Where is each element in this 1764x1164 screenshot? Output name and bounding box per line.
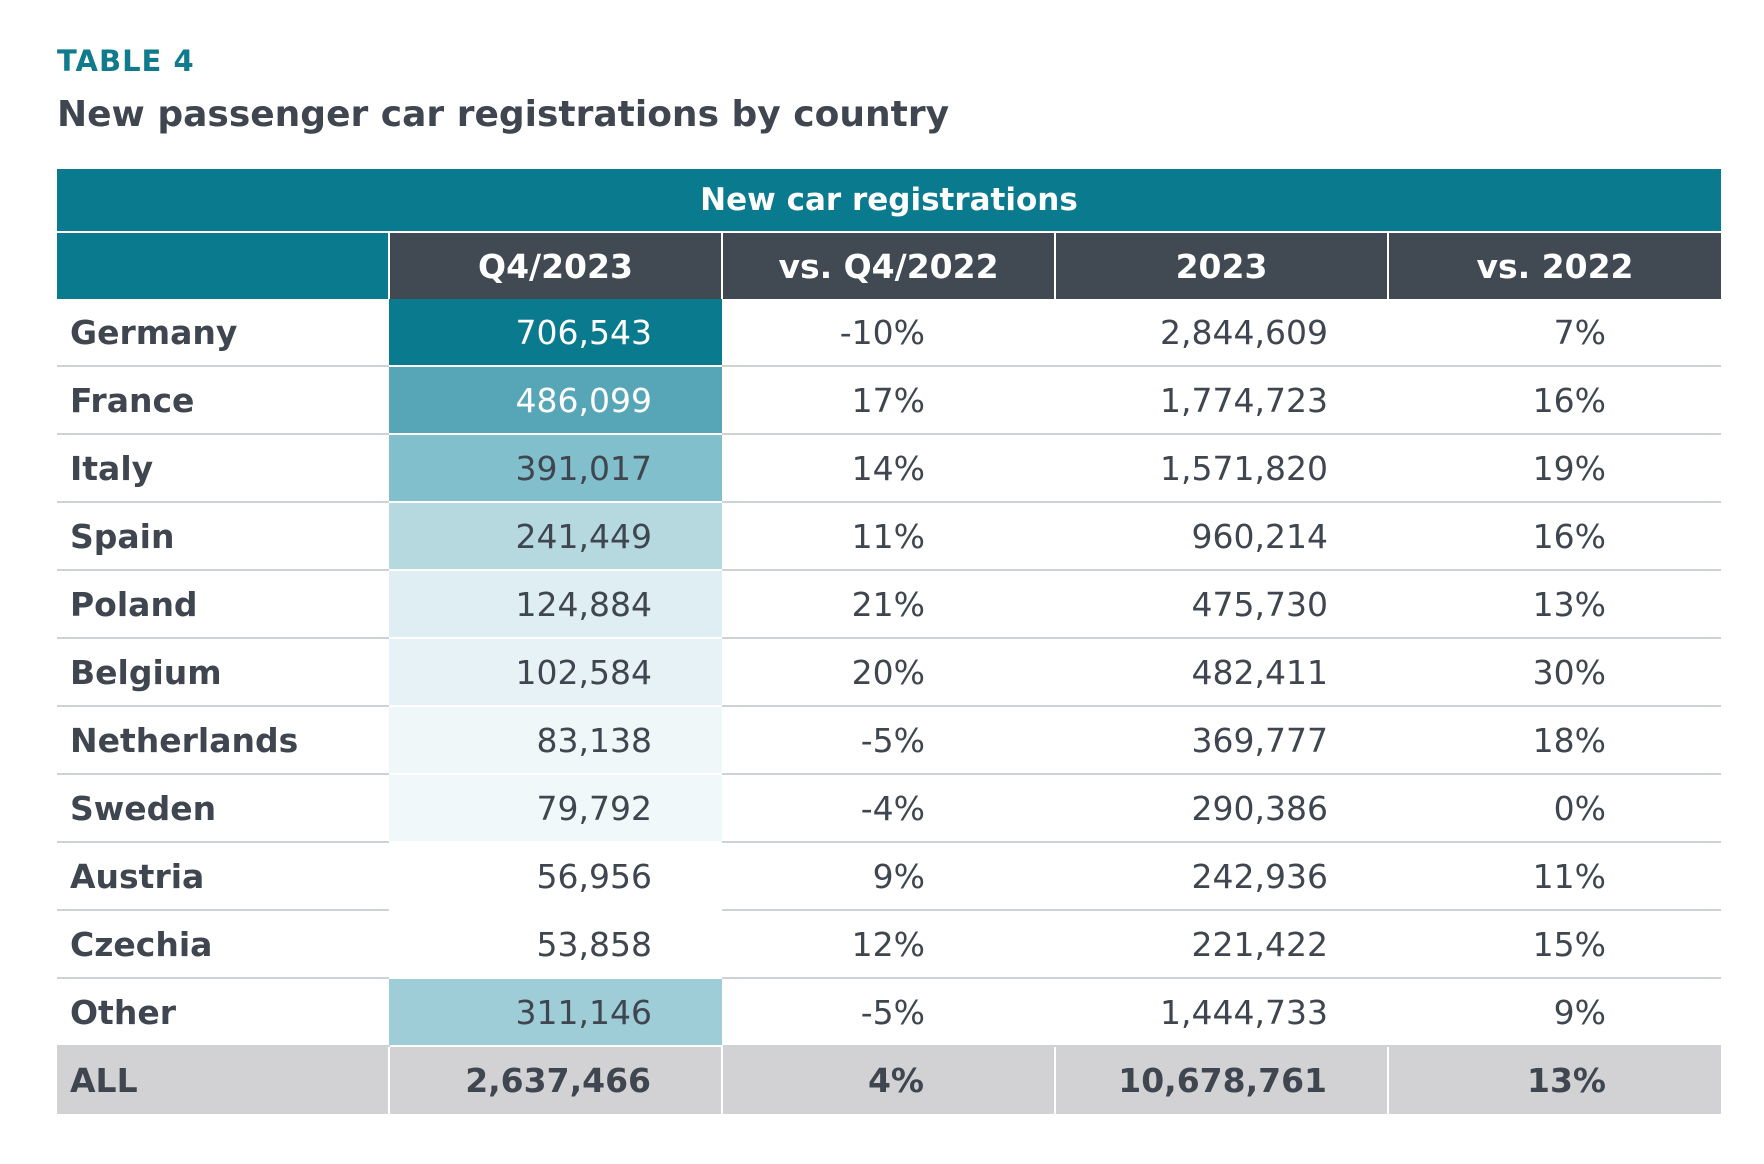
country-cell: Netherlands — [57, 706, 389, 775]
table-row: Sweden 79,792 -4% 290,386 0% — [57, 774, 1721, 843]
column-header-q4-2023: Q4/2023 — [388, 231, 722, 299]
table-row: Austria 56,956 9% 242,936 11% — [57, 842, 1721, 911]
year-2023-cell: 369,777 — [1055, 706, 1388, 775]
vs-q4-2022-cell: -5% — [722, 706, 1055, 775]
vs-2022-cell: 30% — [1388, 638, 1721, 707]
country-cell: Spain — [57, 502, 389, 571]
vs-2022-cell: 9% — [1388, 978, 1721, 1047]
vs-2022-cell: 16% — [1388, 366, 1721, 435]
q4-2023-cell: 706,543 — [389, 299, 722, 367]
registrations-table: New car registrations Q4/2023 vs. Q4/202… — [57, 169, 1721, 1114]
vs-2022-cell: 11% — [1388, 842, 1721, 911]
country-cell: Poland — [57, 570, 389, 639]
vs-q4-2022-cell: 11% — [722, 502, 1055, 571]
table-row: France 486,099 17% 1,774,723 16% — [57, 366, 1721, 435]
table-title: New passenger car registrations by count… — [57, 94, 950, 135]
column-header-vs-q4-2022: vs. Q4/2022 — [721, 231, 1055, 299]
year-2023-cell: 1,774,723 — [1055, 366, 1388, 435]
q4-2023-cell: 241,449 — [389, 502, 722, 571]
vs-2022-cell: 15% — [1388, 910, 1721, 979]
q4-2023-cell: 53,858 — [389, 910, 722, 979]
vs-q4-2022-cell: 14% — [722, 434, 1055, 503]
total-row: ALL 2,637,466 4% 10,678,761 13% — [57, 1046, 1721, 1114]
country-cell: Other — [57, 978, 389, 1047]
vs-2022-cell: 7% — [1388, 299, 1721, 367]
column-header-country — [57, 231, 389, 299]
q4-2023-cell: 486,099 — [389, 366, 722, 435]
table-row: Belgium 102,584 20% 482,411 30% — [57, 638, 1721, 707]
table-row: Germany 706,543 -10% 2,844,609 7% — [57, 299, 1721, 367]
vs-q4-2022-cell: 12% — [722, 910, 1055, 979]
vs-2022-cell: 13% — [1388, 570, 1721, 639]
table-row: Poland 124,884 21% 475,730 13% — [57, 570, 1721, 639]
year-2023-cell: 1,444,733 — [1055, 978, 1388, 1047]
q4-2023-cell: 124,884 — [389, 570, 722, 639]
vs-2022-cell: 19% — [1388, 434, 1721, 503]
table-row: Netherlands 83,138 -5% 369,777 18% — [57, 706, 1721, 775]
country-cell: Sweden — [57, 774, 389, 843]
year-2023-cell: 482,411 — [1055, 638, 1388, 707]
total-vs-q4-2022-cell: 4% — [721, 1046, 1055, 1114]
table-row: Czechia 53,858 12% 221,422 15% — [57, 910, 1721, 979]
total-country-cell: ALL — [57, 1046, 389, 1114]
country-cell: Czechia — [57, 910, 389, 979]
country-cell: France — [57, 366, 389, 435]
table-row: Italy 391,017 14% 1,571,820 19% — [57, 434, 1721, 503]
q4-2023-cell: 391,017 — [389, 434, 722, 503]
table-body: Germany 706,543 -10% 2,844,609 7% France 486,0… — [57, 299, 1721, 1114]
column-header-row: Q4/2023 vs. Q4/2022 2023 vs. 2022 — [57, 231, 1721, 299]
year-2023-cell: 2,844,609 — [1055, 299, 1388, 367]
vs-2022-cell: 16% — [1388, 502, 1721, 571]
year-2023-cell: 242,936 — [1055, 842, 1388, 911]
year-2023-cell: 290,386 — [1055, 774, 1388, 843]
country-cell: Belgium — [57, 638, 389, 707]
vs-2022-cell: 0% — [1388, 774, 1721, 843]
group-header-row: New car registrations — [57, 169, 1721, 232]
year-2023-cell: 221,422 — [1055, 910, 1388, 979]
total-year-2023-cell: 10,678,761 — [1054, 1046, 1388, 1114]
year-2023-cell: 1,571,820 — [1055, 434, 1388, 503]
vs-q4-2022-cell: 17% — [722, 366, 1055, 435]
vs-q4-2022-cell: 21% — [722, 570, 1055, 639]
q4-2023-cell: 79,792 — [389, 774, 722, 843]
vs-q4-2022-cell: -4% — [722, 774, 1055, 843]
q4-2023-cell: 56,956 — [389, 842, 722, 911]
q4-2023-cell: 102,584 — [389, 638, 722, 707]
column-header-vs-2022: vs. 2022 — [1387, 231, 1721, 299]
table-row: Spain 241,449 11% 960,214 16% — [57, 502, 1721, 571]
year-2023-cell: 960,214 — [1055, 502, 1388, 571]
table-number-label: TABLE 4 — [57, 44, 195, 78]
vs-q4-2022-cell: 20% — [722, 638, 1055, 707]
q4-2023-cell: 83,138 — [389, 706, 722, 775]
vs-q4-2022-cell: -5% — [722, 978, 1055, 1047]
country-cell: Italy — [57, 434, 389, 503]
vs-q4-2022-cell: 9% — [722, 842, 1055, 911]
total-q4-2023-cell: 2,637,466 — [388, 1046, 722, 1114]
country-cell: Austria — [57, 842, 389, 911]
vs-q4-2022-cell: -10% — [722, 299, 1055, 367]
year-2023-cell: 475,730 — [1055, 570, 1388, 639]
group-header: New car registrations — [57, 169, 1721, 232]
total-vs-2022-cell: 13% — [1387, 1046, 1721, 1114]
column-header-2023: 2023 — [1054, 231, 1388, 299]
vs-2022-cell: 18% — [1388, 706, 1721, 775]
q4-2023-cell: 311,146 — [389, 978, 722, 1047]
table-row: Other 311,146 -5% 1,444,733 9% — [57, 978, 1721, 1047]
country-cell: Germany — [57, 299, 389, 367]
